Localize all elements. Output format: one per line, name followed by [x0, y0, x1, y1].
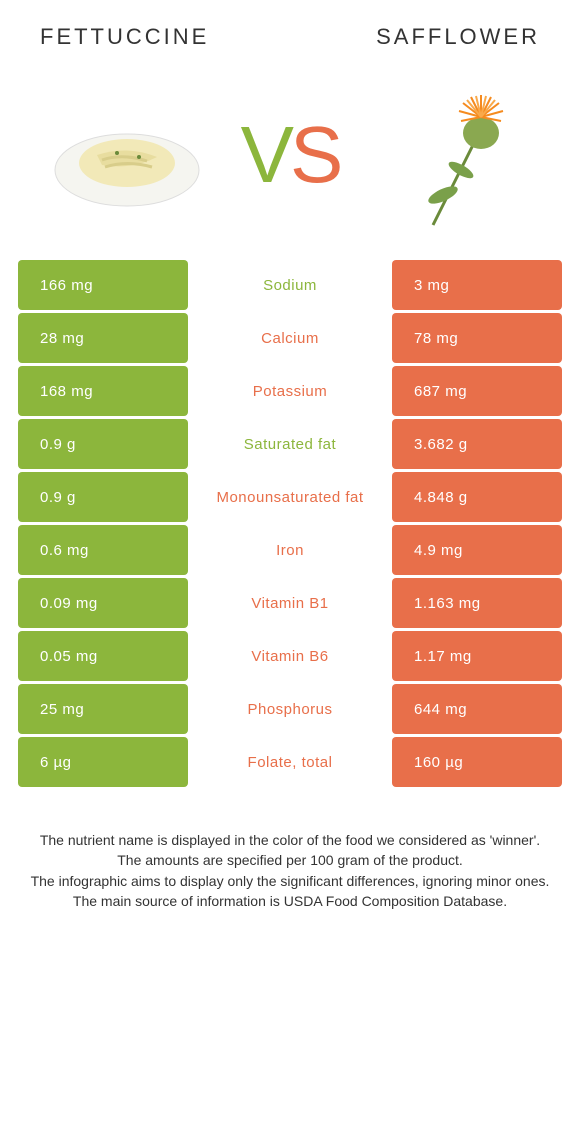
cell-label: Iron — [188, 525, 392, 575]
cell-label: Vitamin B1 — [188, 578, 392, 628]
cell-right: 687 mg — [392, 366, 562, 416]
title-left: Fettuccine — [40, 24, 209, 50]
table-row: 25 mgPhosphorus644 mg — [18, 684, 562, 734]
cell-left: 166 mg — [18, 260, 188, 310]
cell-label: Sodium — [188, 260, 392, 310]
cell-right: 1.163 mg — [392, 578, 562, 628]
footer-line-2: The amounts are specified per 100 gram o… — [30, 850, 550, 870]
cell-right: 4.9 mg — [392, 525, 562, 575]
cell-label: Phosphorus — [188, 684, 392, 734]
cell-left: 0.05 mg — [18, 631, 188, 681]
nutrition-table: 166 mgSodium3 mg28 mgCalcium78 mg168 mgP… — [0, 260, 580, 787]
cell-left: 0.09 mg — [18, 578, 188, 628]
cell-right: 160 µg — [392, 737, 562, 787]
fettuccine-image — [47, 75, 207, 235]
table-row: 166 mgSodium3 mg — [18, 260, 562, 310]
cell-left: 0.9 g — [18, 472, 188, 522]
cell-label: Potassium — [188, 366, 392, 416]
cell-right: 78 mg — [392, 313, 562, 363]
cell-label: Folate, total — [188, 737, 392, 787]
cell-left: 168 mg — [18, 366, 188, 416]
vs-v: V — [241, 110, 290, 199]
footer-line-3: The infographic aims to display only the… — [30, 871, 550, 891]
table-row: 28 mgCalcium78 mg — [18, 313, 562, 363]
cell-left: 25 mg — [18, 684, 188, 734]
title-right: Safflower — [376, 24, 540, 50]
table-row: 168 mgPotassium687 mg — [18, 366, 562, 416]
cell-label: Saturated fat — [188, 419, 392, 469]
cell-label: Calcium — [188, 313, 392, 363]
cell-right: 4.848 g — [392, 472, 562, 522]
table-row: 0.09 mgVitamin B11.163 mg — [18, 578, 562, 628]
images-row: VS — [0, 60, 580, 260]
cell-left: 6 µg — [18, 737, 188, 787]
cell-right: 3 mg — [392, 260, 562, 310]
cell-label: Vitamin B6 — [188, 631, 392, 681]
cell-right: 644 mg — [392, 684, 562, 734]
vs-s: S — [290, 110, 339, 199]
cell-left: 0.6 mg — [18, 525, 188, 575]
cell-label: Monounsaturated fat — [188, 472, 392, 522]
table-row: 0.9 gSaturated fat3.682 g — [18, 419, 562, 469]
cell-left: 28 mg — [18, 313, 188, 363]
table-row: 6 µgFolate, total160 µg — [18, 737, 562, 787]
table-row: 0.05 mgVitamin B61.17 mg — [18, 631, 562, 681]
safflower-image — [373, 75, 533, 235]
header: Fettuccine Safflower — [0, 0, 580, 60]
cell-right: 3.682 g — [392, 419, 562, 469]
footer-line-1: The nutrient name is displayed in the co… — [30, 830, 550, 850]
cell-right: 1.17 mg — [392, 631, 562, 681]
table-row: 0.9 gMonounsaturated fat4.848 g — [18, 472, 562, 522]
table-row: 0.6 mgIron4.9 mg — [18, 525, 562, 575]
cell-left: 0.9 g — [18, 419, 188, 469]
vs-label: VS — [241, 109, 340, 201]
footer-notes: The nutrient name is displayed in the co… — [0, 790, 580, 911]
footer-line-4: The main source of information is USDA F… — [30, 891, 550, 911]
